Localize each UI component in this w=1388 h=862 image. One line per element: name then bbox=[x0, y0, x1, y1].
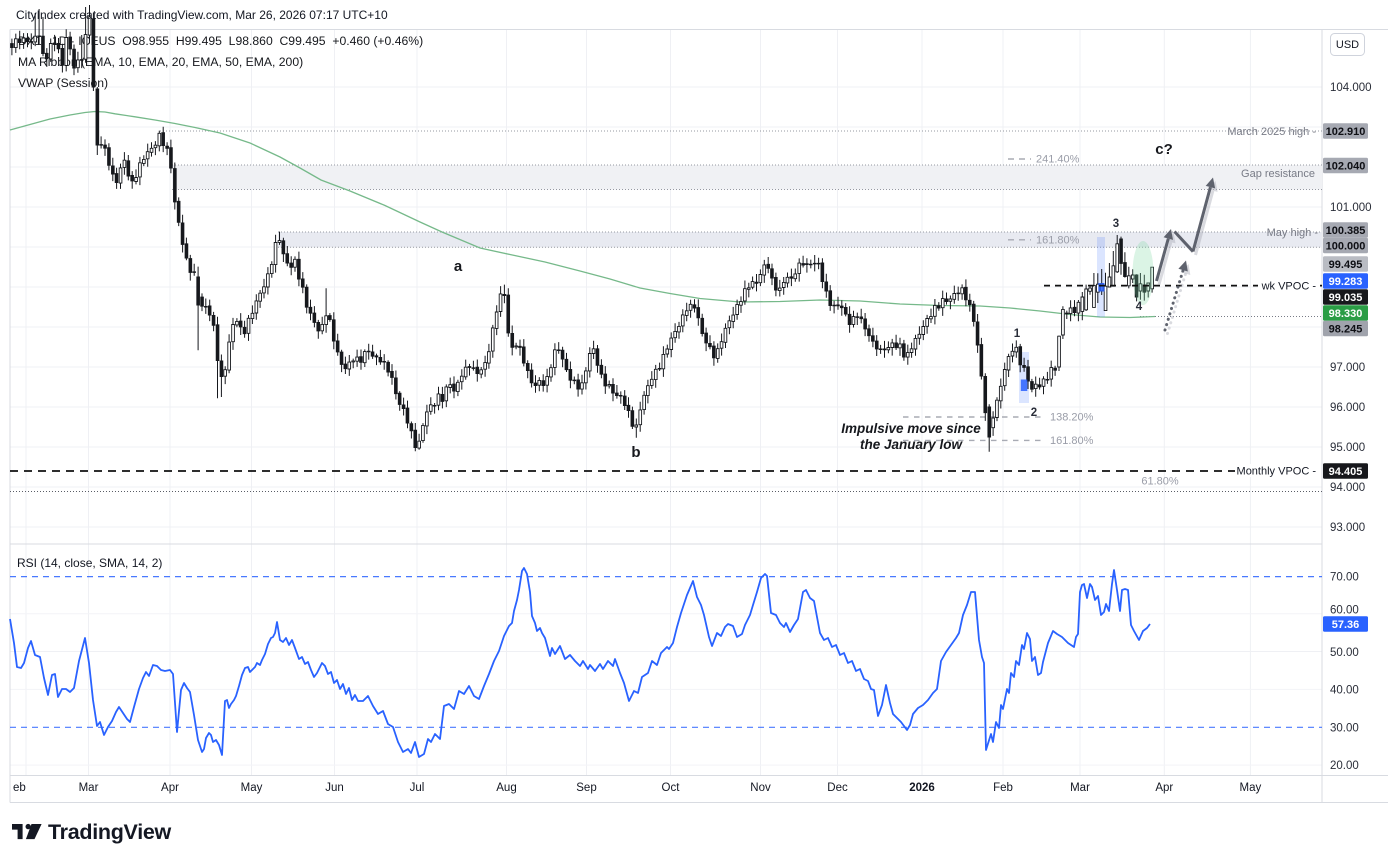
svg-text:Nov: Nov bbox=[750, 782, 771, 794]
svg-text:57.36: 57.36 bbox=[1332, 619, 1360, 631]
svg-text:61.80%: 61.80% bbox=[1141, 476, 1179, 488]
svg-text:99.495: 99.495 bbox=[1329, 259, 1363, 271]
svg-text:the January low: the January low bbox=[860, 437, 964, 452]
svg-text:20.00: 20.00 bbox=[1330, 760, 1359, 772]
svg-text:93.000: 93.000 bbox=[1330, 522, 1365, 534]
svg-text:96.000: 96.000 bbox=[1330, 402, 1365, 414]
svg-text:RSI (14, close, SMA, 14, 2): RSI (14, close, SMA, 14, 2) bbox=[17, 556, 162, 570]
svg-text:Feb: Feb bbox=[993, 782, 1013, 794]
svg-text:TradingView: TradingView bbox=[48, 820, 172, 844]
svg-text:May: May bbox=[241, 782, 263, 794]
svg-text:Impulsive move since: Impulsive move since bbox=[841, 421, 981, 436]
svg-text:100.000: 100.000 bbox=[1326, 241, 1366, 253]
svg-text:94.405: 94.405 bbox=[1329, 466, 1363, 478]
svg-text:May high -: May high - bbox=[1267, 227, 1319, 239]
svg-text:70.00: 70.00 bbox=[1330, 572, 1359, 584]
svg-text:3: 3 bbox=[1113, 218, 1119, 230]
svg-text:40.00: 40.00 bbox=[1330, 685, 1359, 697]
svg-text:a: a bbox=[454, 258, 463, 275]
svg-text:98.330: 98.330 bbox=[1329, 308, 1363, 320]
svg-text:4: 4 bbox=[1136, 301, 1143, 313]
svg-text:241.40%: 241.40% bbox=[1036, 154, 1080, 166]
svg-text:98.245: 98.245 bbox=[1329, 324, 1363, 336]
svg-text:104.000: 104.000 bbox=[1330, 82, 1372, 94]
svg-text:May: May bbox=[1240, 782, 1262, 794]
svg-text:Apr: Apr bbox=[161, 782, 179, 794]
svg-text:94.000: 94.000 bbox=[1330, 482, 1365, 494]
svg-text:97.000: 97.000 bbox=[1330, 362, 1365, 374]
svg-text:Monthly VPOC -: Monthly VPOC - bbox=[1237, 466, 1317, 478]
svg-text:60.00: 60.00 bbox=[1330, 605, 1359, 617]
svg-text:USD: USD bbox=[1336, 39, 1359, 51]
svg-text:50.00: 50.00 bbox=[1330, 647, 1359, 659]
svg-text:Oct: Oct bbox=[662, 782, 681, 794]
svg-text:101.000: 101.000 bbox=[1330, 202, 1372, 214]
svg-text:30.00: 30.00 bbox=[1330, 722, 1359, 734]
svg-text:2: 2 bbox=[1031, 407, 1037, 419]
svg-text:138.20%: 138.20% bbox=[1050, 412, 1094, 424]
svg-text:Gap resistance: Gap resistance bbox=[1241, 168, 1315, 180]
svg-text:c?: c? bbox=[1155, 141, 1173, 158]
svg-text:161.80%: 161.80% bbox=[1036, 234, 1080, 246]
svg-text:95.000: 95.000 bbox=[1330, 442, 1365, 454]
svg-text:eb: eb bbox=[13, 782, 26, 794]
svg-text:2026: 2026 bbox=[909, 782, 935, 794]
svg-text:Dec: Dec bbox=[827, 782, 848, 794]
svg-text:b: b bbox=[631, 444, 640, 461]
svg-text:1: 1 bbox=[1014, 328, 1021, 340]
svg-text:100.385: 100.385 bbox=[1326, 225, 1366, 237]
svg-text:Aug: Aug bbox=[496, 782, 516, 794]
svg-text:102.040: 102.040 bbox=[1326, 161, 1366, 173]
svg-text:March 2025 high -: March 2025 high - bbox=[1227, 126, 1316, 138]
svg-text:CityIndex created with Trading: CityIndex created with TradingView.com, … bbox=[16, 8, 388, 22]
svg-text:99.035: 99.035 bbox=[1329, 292, 1363, 304]
svg-text:Apr: Apr bbox=[1155, 782, 1173, 794]
svg-text:DX1! 1D · ICEUS O98.955 H99: DX1! 1D · ICEUS O98.955 H99.495 L98.860 … bbox=[18, 34, 423, 48]
svg-text:Jun: Jun bbox=[325, 782, 344, 794]
svg-text:102.910: 102.910 bbox=[1326, 126, 1366, 138]
svg-text:161.80%: 161.80% bbox=[1050, 435, 1094, 447]
svg-text:Mar: Mar bbox=[1070, 782, 1090, 794]
svg-text:Sep: Sep bbox=[576, 782, 596, 794]
svg-text:Mar: Mar bbox=[79, 782, 99, 794]
svg-text:99.283: 99.283 bbox=[1329, 276, 1363, 288]
svg-text:MA Ribbon (EMA, 10, EMA, 20, E: MA Ribbon (EMA, 10, EMA, 20, EMA, 50, EM… bbox=[18, 55, 303, 69]
svg-text:VWAP (Session): VWAP (Session) bbox=[18, 76, 108, 90]
svg-text:wk VPOC -: wk VPOC - bbox=[1261, 281, 1317, 293]
svg-text:Jul: Jul bbox=[410, 782, 425, 794]
